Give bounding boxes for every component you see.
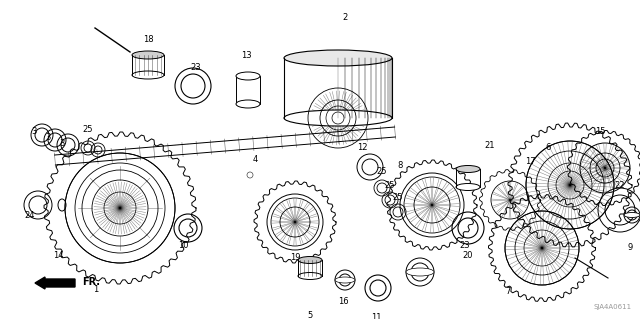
Text: 10: 10	[178, 241, 188, 249]
Ellipse shape	[456, 166, 480, 173]
Ellipse shape	[624, 212, 640, 218]
Text: 25: 25	[393, 194, 403, 203]
Ellipse shape	[456, 183, 480, 190]
Ellipse shape	[284, 110, 392, 126]
Text: 17: 17	[525, 158, 535, 167]
Text: 21: 21	[484, 140, 495, 150]
Text: SJA4A0611: SJA4A0611	[594, 304, 632, 310]
Text: 19: 19	[290, 254, 300, 263]
Text: 8: 8	[397, 160, 403, 169]
Text: 6: 6	[545, 144, 550, 152]
Text: 3: 3	[45, 133, 51, 143]
Text: 15: 15	[595, 128, 605, 137]
Ellipse shape	[298, 272, 322, 279]
Ellipse shape	[298, 256, 322, 263]
Text: 23: 23	[191, 63, 202, 72]
Text: 16: 16	[338, 298, 348, 307]
Text: 2: 2	[342, 13, 348, 23]
Text: 18: 18	[143, 35, 154, 44]
FancyArrow shape	[35, 277, 75, 289]
Ellipse shape	[132, 51, 164, 59]
Text: 25: 25	[83, 125, 93, 135]
Text: 25: 25	[385, 181, 396, 189]
Text: 14: 14	[52, 250, 63, 259]
Text: 5: 5	[307, 310, 312, 319]
Text: 23: 23	[460, 241, 470, 249]
Text: 3: 3	[60, 139, 65, 149]
Ellipse shape	[132, 71, 164, 79]
Ellipse shape	[284, 50, 392, 66]
Ellipse shape	[236, 72, 260, 80]
Ellipse shape	[406, 268, 434, 276]
Text: 13: 13	[241, 50, 252, 60]
Text: 7: 7	[506, 287, 511, 296]
Text: 20: 20	[463, 250, 473, 259]
Text: 24: 24	[25, 211, 35, 219]
Text: 25: 25	[377, 167, 387, 176]
Text: 12: 12	[356, 144, 367, 152]
Text: 1: 1	[93, 286, 99, 294]
Text: 11: 11	[371, 314, 381, 319]
Text: 22: 22	[615, 181, 625, 189]
Text: 3: 3	[31, 128, 36, 137]
Text: FR.: FR.	[82, 277, 100, 287]
Text: 9: 9	[627, 243, 632, 253]
Ellipse shape	[236, 100, 260, 108]
Bar	[236, 76, 260, 104]
Ellipse shape	[335, 277, 355, 283]
Text: 4: 4	[252, 155, 258, 165]
